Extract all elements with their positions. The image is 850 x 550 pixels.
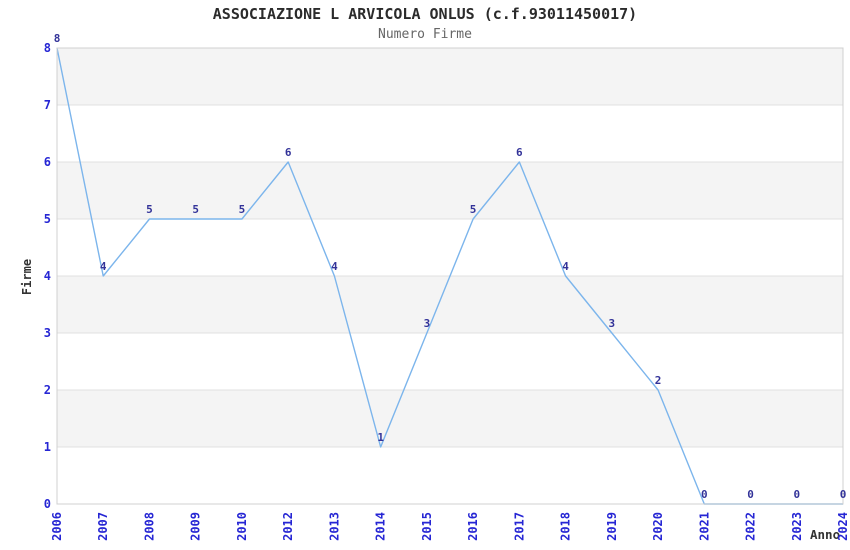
plot-band [57, 276, 843, 333]
point-label: 3 [424, 317, 431, 330]
point-label: 8 [54, 32, 61, 45]
x-tick-label: 2022 [744, 512, 758, 541]
x-tick-label: 2007 [96, 512, 110, 541]
x-tick-label: 2008 [142, 512, 156, 541]
plot-band [57, 162, 843, 219]
chart-title: ASSOCIAZIONE L ARVICOLA ONLUS (c.f.93011… [212, 5, 638, 23]
point-label: 0 [840, 488, 847, 501]
point-label: 0 [701, 488, 708, 501]
x-tick-label: 2020 [651, 512, 665, 541]
point-label: 6 [516, 146, 523, 159]
chart-subtitle: Numero Firme [378, 27, 472, 42]
x-tick-label: 2012 [281, 512, 295, 541]
plot-band [57, 48, 843, 105]
point-label: 4 [562, 260, 569, 273]
y-tick-label: 7 [44, 98, 51, 112]
y-tick-label: 0 [44, 497, 51, 511]
y-tick-label: 3 [44, 326, 51, 340]
point-label: 5 [470, 203, 477, 216]
y-tick-label: 5 [44, 212, 51, 226]
y-tick-label: 4 [44, 269, 51, 283]
point-label: 4 [331, 260, 338, 273]
x-tick-label: 2010 [235, 512, 249, 541]
x-tick-label: 2009 [189, 512, 203, 541]
x-tick-label: 2016 [466, 512, 480, 541]
point-label: 5 [146, 203, 153, 216]
y-tick-label: 2 [44, 383, 51, 397]
y-tick-label: 8 [44, 41, 51, 55]
plot-band [57, 390, 843, 447]
x-tick-label: 2019 [605, 512, 619, 541]
y-tick-label: 6 [44, 155, 51, 169]
plot-border [56, 47, 844, 505]
point-label: 3 [609, 317, 616, 330]
y-tick-label: 1 [44, 440, 51, 454]
point-label: 1 [377, 431, 384, 444]
x-tick-label: 2023 [790, 512, 804, 541]
point-label: 6 [285, 146, 292, 159]
x-tick-label: 2006 [50, 512, 64, 541]
point-label: 0 [747, 488, 754, 501]
point-label: 0 [793, 488, 800, 501]
point-label: 4 [100, 260, 107, 273]
point-label: 2 [655, 374, 662, 387]
x-tick-label: 2018 [559, 512, 573, 541]
x-tick-label: 2014 [374, 512, 388, 541]
x-tick-label: 2013 [327, 512, 341, 541]
x-tick-label: 2021 [697, 512, 711, 541]
x-tick-label: 2015 [420, 512, 434, 541]
x-axis-title: Anno [810, 527, 841, 542]
x-tick-label: 2017 [512, 512, 526, 541]
x-tick-label: 2024 [836, 512, 850, 541]
point-label: 5 [239, 203, 246, 216]
point-label: 5 [192, 203, 199, 216]
